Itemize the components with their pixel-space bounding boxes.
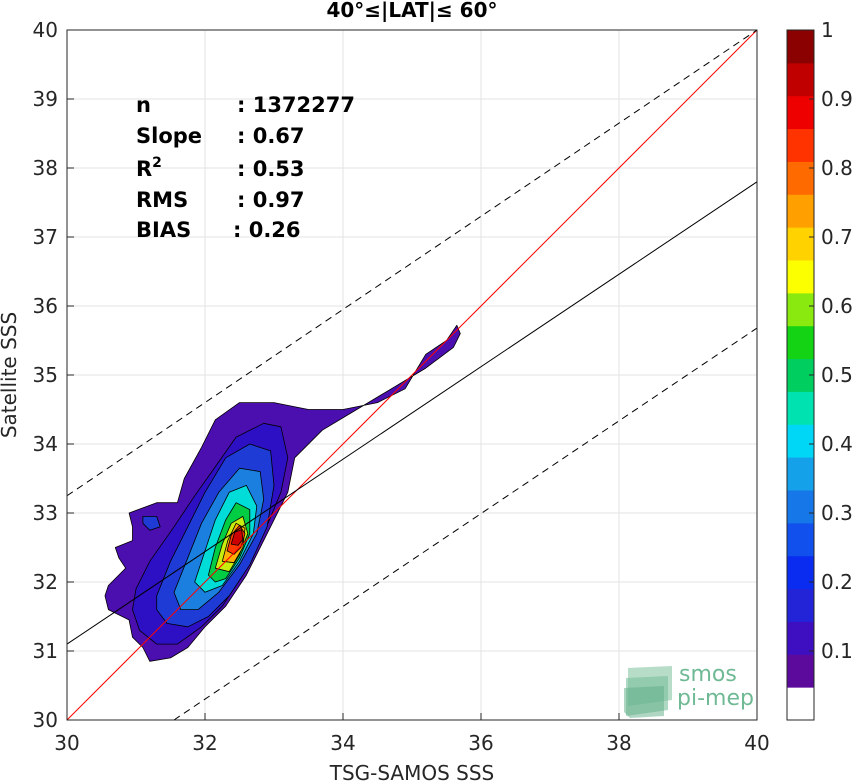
y-axis-label: Satellite SSS	[0, 312, 21, 438]
colorbar-band	[787, 457, 814, 491]
stat-label: BIAS	[136, 218, 191, 242]
plot-area: 30 32 34 36 38 40 30 31 32 33 34 35 36 37 38 39 40	[33, 18, 770, 755]
stat-label: RMS	[136, 188, 188, 212]
stat-value: : 0.97	[237, 188, 305, 212]
logo-text-pimep: pi-mep	[677, 686, 754, 711]
x-tick-label: 32	[192, 731, 217, 755]
x-tick-label: 34	[330, 731, 355, 755]
colorbar-band	[787, 227, 814, 261]
y-axis-ticks: 30 31 32 33 34 35 36 37 38 39 40	[33, 18, 74, 732]
x-tick-label: 40	[744, 731, 769, 755]
identity-line	[66, 29, 758, 721]
logo-text-smos: smos	[679, 662, 737, 687]
colorbar-band	[787, 292, 814, 327]
colorbar-band	[787, 194, 814, 228]
colorbar-band	[787, 161, 814, 195]
x-tick-label: 30	[54, 731, 79, 755]
colorbar-band	[787, 654, 814, 688]
y-tick-label: 38	[33, 156, 58, 180]
stat-value: : 1372277	[237, 93, 355, 117]
stats-box: n : 1372277 Slope : 0.67 R2 : 0.53 RMS : 0.97 BI…	[136, 93, 355, 242]
stat-label: n	[136, 93, 151, 117]
stat-label: R2	[136, 155, 162, 181]
contour-secondary-blob	[142, 516, 161, 531]
lower-bound-line	[173, 327, 758, 721]
chart-title: 40°≤|LAT|≤ 60°	[326, 0, 497, 22]
y-tick-label: 30	[33, 708, 58, 732]
watermark-logo: smos pi-mep	[624, 662, 754, 718]
colorbar-band	[787, 588, 814, 622]
colorbar-band	[787, 128, 814, 162]
colorbar-band	[787, 621, 814, 655]
colorbar-band	[787, 95, 814, 130]
colorbar-tick-label: 0.4	[821, 432, 853, 456]
colorbar-tick-label: 1	[821, 18, 834, 42]
colorbar-tick-label: 0.9	[821, 87, 853, 111]
colorbar-band	[787, 260, 814, 294]
y-tick-label: 33	[33, 501, 58, 525]
colorbar-band	[787, 490, 814, 524]
y-tick-label: 31	[33, 639, 58, 663]
colorbar-band	[787, 687, 814, 721]
colorbar: 0.1 0.2 0.3 0.4 0.5 0.6 0.7 0.8 0.9 1	[786, 18, 853, 721]
contour-level-10	[230, 529, 244, 546]
colorbar-tick-label: 0.1	[821, 639, 853, 663]
colorbar-tick-label: 0.6	[821, 294, 853, 318]
colorbar-band	[787, 522, 814, 557]
y-tick-label: 36	[33, 294, 58, 318]
colorbar-band	[787, 555, 814, 590]
y-tick-label: 32	[33, 570, 58, 594]
colorbar-tick-label: 0.7	[821, 225, 853, 249]
stat-value: : 0.26	[233, 218, 301, 242]
colorbar-band	[787, 30, 814, 64]
colorbar-tick-label: 0.3	[821, 501, 853, 525]
colorbar-ticks: 0.1 0.2 0.3 0.4 0.5 0.6 0.7 0.8 0.9 1	[809, 18, 853, 663]
colorbar-band	[787, 391, 814, 425]
y-tick-label: 35	[33, 363, 58, 387]
x-axis-ticks: 30 32 34 36 38 40	[54, 713, 770, 755]
y-tick-label: 34	[33, 432, 58, 456]
x-tick-label: 36	[468, 731, 493, 755]
colorbar-tick-label: 0.2	[821, 570, 853, 594]
upper-bound-line	[66, 29, 758, 497]
colorbar-tick-label: 0.5	[821, 363, 853, 387]
y-tick-label: 39	[33, 87, 58, 111]
colorbar-band	[787, 325, 814, 360]
density-contours	[104, 324, 461, 662]
colorbar-bands	[787, 30, 814, 721]
stat-value: : 0.53	[237, 157, 305, 181]
stat-label: Slope	[136, 124, 202, 148]
reference-lines	[66, 29, 758, 721]
colorbar-band	[787, 62, 814, 97]
colorbar-band	[787, 424, 814, 458]
y-tick-label: 37	[33, 225, 58, 249]
logo-waves-icon	[624, 666, 672, 718]
y-tick-label: 40	[33, 18, 58, 42]
x-axis-label: TSG-SAMOS SSS	[329, 761, 495, 784]
stat-value: : 0.67	[237, 124, 305, 148]
colorbar-tick-label: 0.8	[821, 156, 853, 180]
regression-line	[66, 181, 758, 645]
x-tick-label: 38	[606, 731, 631, 755]
